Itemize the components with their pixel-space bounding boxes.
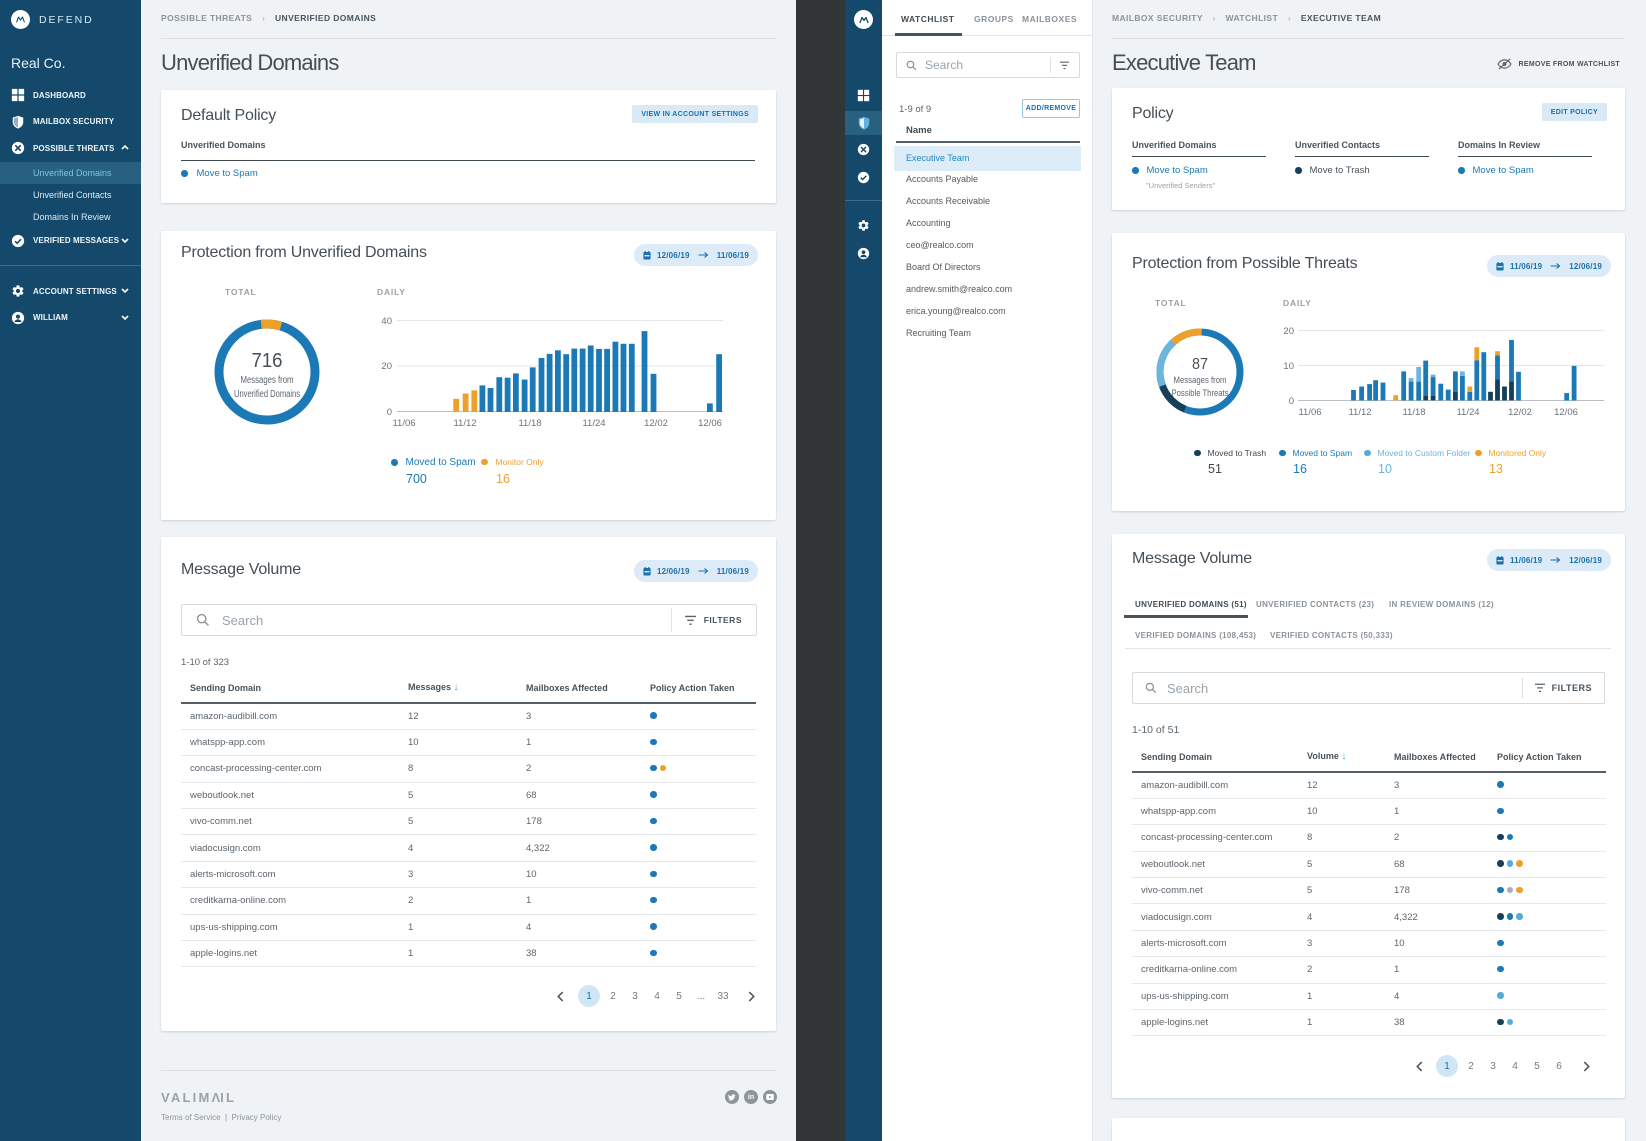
svg-text:20: 20 <box>1283 326 1294 337</box>
svg-text:20: 20 <box>381 361 392 372</box>
svg-text:11/12: 11/12 <box>1348 407 1371 418</box>
svg-text:11/18: 11/18 <box>1402 407 1425 418</box>
svg-text:12/06: 12/06 <box>698 418 722 429</box>
svg-text:87: 87 <box>1192 356 1208 373</box>
svg-text:12/02: 12/02 <box>644 418 668 429</box>
svg-text:Messages from: Messages from <box>241 375 294 386</box>
svg-text:11/24: 11/24 <box>1456 407 1479 418</box>
svg-text:12/06: 12/06 <box>1554 407 1578 418</box>
svg-text:11/12: 11/12 <box>453 418 476 429</box>
svg-text:40: 40 <box>381 316 392 327</box>
svg-text:11/24: 11/24 <box>582 418 605 429</box>
svg-text:Possible Threats: Possible Threats <box>1172 388 1229 399</box>
svg-text:0: 0 <box>387 407 392 418</box>
svg-text:0: 0 <box>1289 396 1294 407</box>
svg-text:716: 716 <box>252 350 283 372</box>
svg-text:12/02: 12/02 <box>1508 407 1532 418</box>
svg-text:Unverified Domains: Unverified Domains <box>234 389 300 400</box>
svg-text:Messages from: Messages from <box>1174 375 1227 386</box>
svg-text:10: 10 <box>1283 361 1294 372</box>
svg-text:11/18: 11/18 <box>518 418 541 429</box>
svg-text:11/06: 11/06 <box>392 418 415 429</box>
svg-text:11/06: 11/06 <box>1298 407 1321 418</box>
